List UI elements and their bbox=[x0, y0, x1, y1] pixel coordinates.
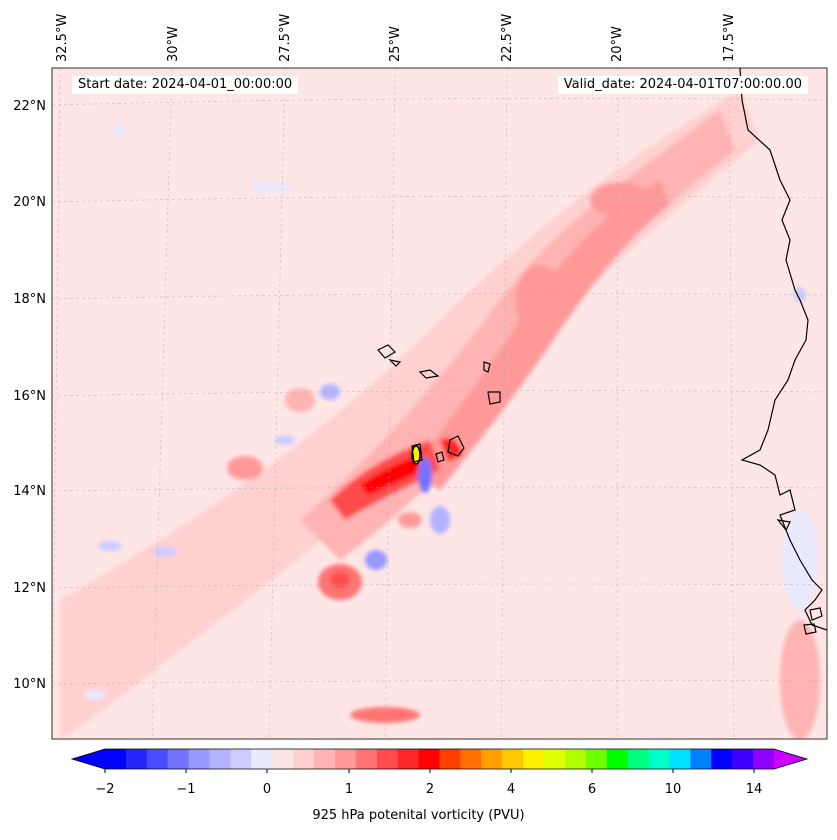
lat-label: 22°N bbox=[13, 99, 46, 114]
colorbar-extend-high bbox=[774, 749, 807, 769]
colorbar-swatch bbox=[439, 749, 461, 769]
lon-label: 32.5°W bbox=[55, 14, 70, 62]
lat-label: 18°N bbox=[13, 292, 46, 307]
colorbar-swatch bbox=[732, 749, 754, 769]
lat-label: 20°N bbox=[13, 195, 46, 210]
graticule bbox=[52, 68, 827, 739]
lon-label: 20°W bbox=[610, 26, 625, 62]
lon-label: 25°W bbox=[388, 26, 403, 62]
colorbar-label: 925 hPa potenital vorticity (PVU) bbox=[312, 808, 525, 823]
lon-label: 27.5°W bbox=[278, 14, 293, 62]
colorbar-tick-label: 0 bbox=[263, 782, 271, 797]
lat-label: 16°N bbox=[13, 389, 46, 404]
pv-field bbox=[60, 90, 820, 739]
colorbar-swatch bbox=[627, 749, 650, 769]
valid-date-label: Valid_date: 2024-04-01T07:00:00.00 bbox=[557, 76, 808, 94]
colorbar-swatch bbox=[753, 749, 775, 769]
colorbar-swatch bbox=[251, 749, 273, 769]
lat-label: 14°N bbox=[13, 484, 46, 499]
colorbar-swatch bbox=[167, 749, 190, 769]
colorbar-swatch bbox=[188, 749, 211, 769]
colorbar-swatch bbox=[314, 749, 336, 769]
colorbar-tick-label: 4 bbox=[507, 782, 515, 797]
colorbar-extend-low bbox=[72, 749, 105, 769]
colorbar-tick-label: −1 bbox=[176, 782, 195, 797]
colorbar-swatch bbox=[585, 749, 608, 769]
colorbar-swatch bbox=[606, 749, 629, 769]
lon-labels: 32.5°W 30°W 27.5°W 25°W 22.5°W 20°W 17.5… bbox=[55, 14, 737, 62]
colorbar-swatch bbox=[293, 749, 315, 769]
colorbar-swatch bbox=[544, 749, 566, 769]
lon-label: 30°W bbox=[166, 26, 181, 62]
colorbar-swatch bbox=[669, 749, 691, 769]
colorbar-swatch bbox=[648, 749, 670, 769]
colorbar-swatch bbox=[146, 749, 169, 769]
colorbar-tick-label: 2 bbox=[426, 782, 434, 797]
colorbar-swatch bbox=[460, 749, 482, 769]
colorbar-swatch bbox=[334, 749, 357, 769]
colorbar-swatch bbox=[711, 749, 733, 769]
colorbar-swatch bbox=[397, 749, 420, 769]
lon-label: 17.5°W bbox=[722, 14, 737, 62]
colorbar-swatch bbox=[355, 749, 378, 769]
lat-label: 10°N bbox=[13, 677, 46, 692]
map-panel bbox=[52, 68, 827, 739]
colorbar-swatch bbox=[105, 749, 127, 769]
colorbar-swatch bbox=[564, 749, 587, 769]
colorbar-tick-label: 14 bbox=[746, 782, 763, 797]
colorbar-swatch bbox=[502, 749, 524, 769]
lat-label: 12°N bbox=[13, 581, 46, 596]
colorbar-ticks: −2 −1 0 1 2 4 6 10 14 bbox=[95, 782, 762, 797]
colorbar-swatch bbox=[230, 749, 252, 769]
colorbar-swatch bbox=[209, 749, 231, 769]
lon-label: 22.5°W bbox=[500, 14, 515, 62]
colorbar-swatch bbox=[125, 749, 148, 769]
colorbar-swatch bbox=[523, 749, 545, 769]
map-frame bbox=[51, 67, 828, 740]
colorbar-tick-label: −2 bbox=[95, 782, 114, 797]
colorbar-swatch bbox=[418, 749, 440, 769]
colorbar-tick-label: 1 bbox=[345, 782, 353, 797]
colorbar-swatch bbox=[376, 749, 399, 769]
colorbar-swatch bbox=[690, 749, 712, 769]
lat-labels: 22°N 20°N 18°N 16°N 14°N 12°N 10°N bbox=[13, 99, 46, 692]
colorbar-tick-label: 10 bbox=[665, 782, 682, 797]
coastline bbox=[377, 68, 827, 635]
start-date-label: Start date: 2024-04-01_00:00:00 bbox=[72, 76, 299, 94]
colorbar-tick-label: 6 bbox=[588, 782, 596, 797]
colorbar bbox=[70, 748, 809, 773]
colorbar-swatch bbox=[481, 749, 503, 769]
colorbar-swatch bbox=[272, 749, 294, 769]
